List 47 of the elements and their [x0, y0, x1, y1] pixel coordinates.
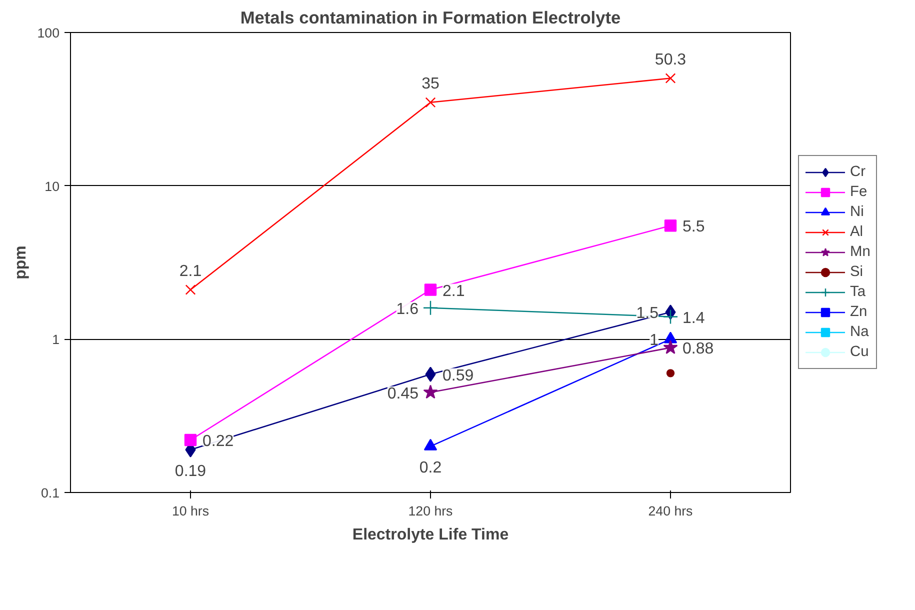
legend-label: Si [850, 264, 864, 280]
legend-label: Na [850, 324, 870, 340]
point [423, 384, 438, 399]
x-axis-title: Electrolyte Life Time [352, 526, 509, 544]
y-tick-label: 1 [52, 332, 60, 348]
legend-label: Cr [850, 164, 866, 180]
point [424, 284, 437, 296]
point [666, 369, 675, 378]
data-label: 2.1 [442, 282, 465, 300]
x-tick-label: 240 hrs [648, 504, 694, 518]
data-label: 0.2 [419, 459, 442, 476]
point [665, 73, 676, 84]
y-tick-label: 0.1 [40, 486, 60, 500]
data-label: 2.1 [179, 262, 202, 280]
legend-label: Mn [850, 244, 870, 260]
x-tick-label: 120 hrs [408, 504, 454, 518]
data-label: 0.19 [174, 462, 206, 480]
data-label: 35 [422, 75, 440, 92]
legend-label: Al [850, 224, 864, 240]
x-tick-label: 10 hrs [172, 504, 210, 518]
point [422, 300, 438, 316]
point [425, 97, 436, 108]
data-label: 0.45 [387, 385, 419, 402]
y-tick-label: 100 [37, 26, 60, 40]
legend-label: Fe [850, 184, 868, 200]
y-axis-title: ppm [12, 246, 30, 280]
chart-title: Metals contamination in Formation Electrolyte [240, 8, 622, 28]
data-label: 50.3 [654, 51, 686, 68]
legend-label: Zn [850, 304, 868, 320]
point [184, 434, 197, 446]
point [185, 284, 196, 295]
data-label: 0.22 [202, 432, 234, 450]
data-label: 1.6 [396, 300, 419, 318]
data-label: 1.4 [682, 310, 705, 327]
legend-label: Ni [850, 204, 865, 220]
point [662, 309, 678, 324]
y-tick-label: 10 [44, 178, 60, 194]
point [663, 340, 678, 354]
legend-label: Ta [850, 284, 866, 300]
legend-label: Cu [850, 344, 870, 360]
data-label: 5.5 [682, 218, 705, 236]
data-label: 0.59 [442, 367, 474, 384]
point [425, 366, 436, 382]
point [664, 220, 677, 232]
data-label: 1.5 [636, 305, 659, 322]
data-label: 0.88 [682, 340, 714, 358]
data-label: 1 [650, 332, 659, 350]
